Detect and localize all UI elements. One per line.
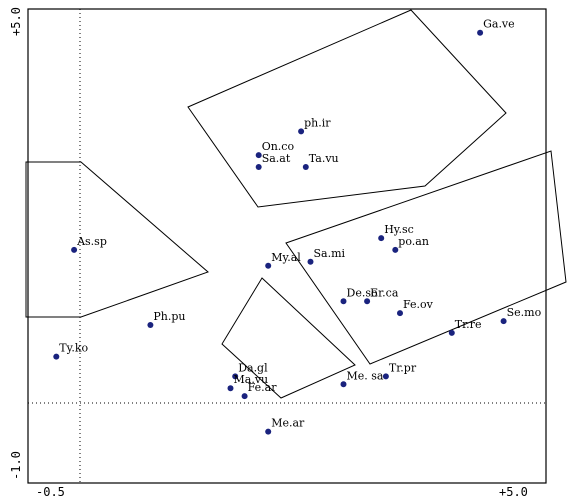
point-label: po.an (398, 235, 429, 248)
data-point (307, 258, 314, 265)
data-point (477, 29, 484, 36)
group-hull-2 (25, 161, 209, 318)
point-label: ph.ir (304, 116, 331, 129)
plot-frame (27, 8, 547, 484)
data-point (340, 381, 347, 388)
group-hull-1 (187, 9, 507, 208)
point-label: Fe.ov (403, 298, 434, 311)
point-label: Ph.pu (153, 310, 185, 323)
point-label: My.al (271, 251, 301, 264)
data-point (500, 318, 507, 325)
point-label: De.so (347, 286, 378, 299)
data-point (265, 428, 272, 435)
data-point (255, 152, 262, 159)
data-point (232, 373, 239, 380)
point-label: On.co (262, 140, 295, 153)
point-label: Ma.vu (234, 373, 269, 386)
data-point (392, 246, 399, 253)
data-point (53, 353, 60, 360)
data-point (227, 385, 234, 392)
point-label: Fe.ar (248, 381, 278, 394)
y-tick-label-top: +5.0 (9, 7, 23, 36)
point-label: As.sp (76, 235, 107, 248)
data-point (382, 373, 389, 380)
data-point (378, 235, 385, 242)
point-label: Hy.sc (384, 223, 414, 236)
y-tick-label-bottom: -1.0 (9, 451, 23, 480)
point-label: Me.ar (271, 417, 305, 430)
data-point (147, 322, 154, 328)
data-point (397, 310, 403, 317)
data-point (265, 262, 272, 269)
point-label: Sa.mi (314, 247, 346, 260)
point-label: Ga.ve (483, 18, 515, 31)
data-point (255, 164, 262, 170)
point-label: Sa.at (262, 152, 291, 165)
point-label: Tr.pr (389, 361, 417, 374)
x-tick-label-right: +5.0 (499, 485, 528, 499)
point-label: Er.ca (370, 286, 399, 299)
point-label: Da.gl (238, 361, 268, 374)
point-label: Me. sa (347, 369, 384, 382)
group-hull-4 (221, 277, 356, 399)
data-point (364, 298, 371, 305)
data-point (71, 246, 78, 253)
point-label: Se.mo (507, 306, 542, 319)
data-point (241, 393, 248, 400)
x-tick-label-left: -0.5 (36, 485, 65, 499)
data-point (298, 128, 305, 135)
data-point (302, 164, 309, 170)
data-point (340, 298, 347, 305)
group-hull-3 (285, 150, 567, 365)
data-point (448, 329, 455, 336)
point-label: Ty.ko (59, 342, 88, 355)
point-label: Ta.vu (309, 152, 339, 165)
point-label: Tr.re (455, 318, 482, 331)
